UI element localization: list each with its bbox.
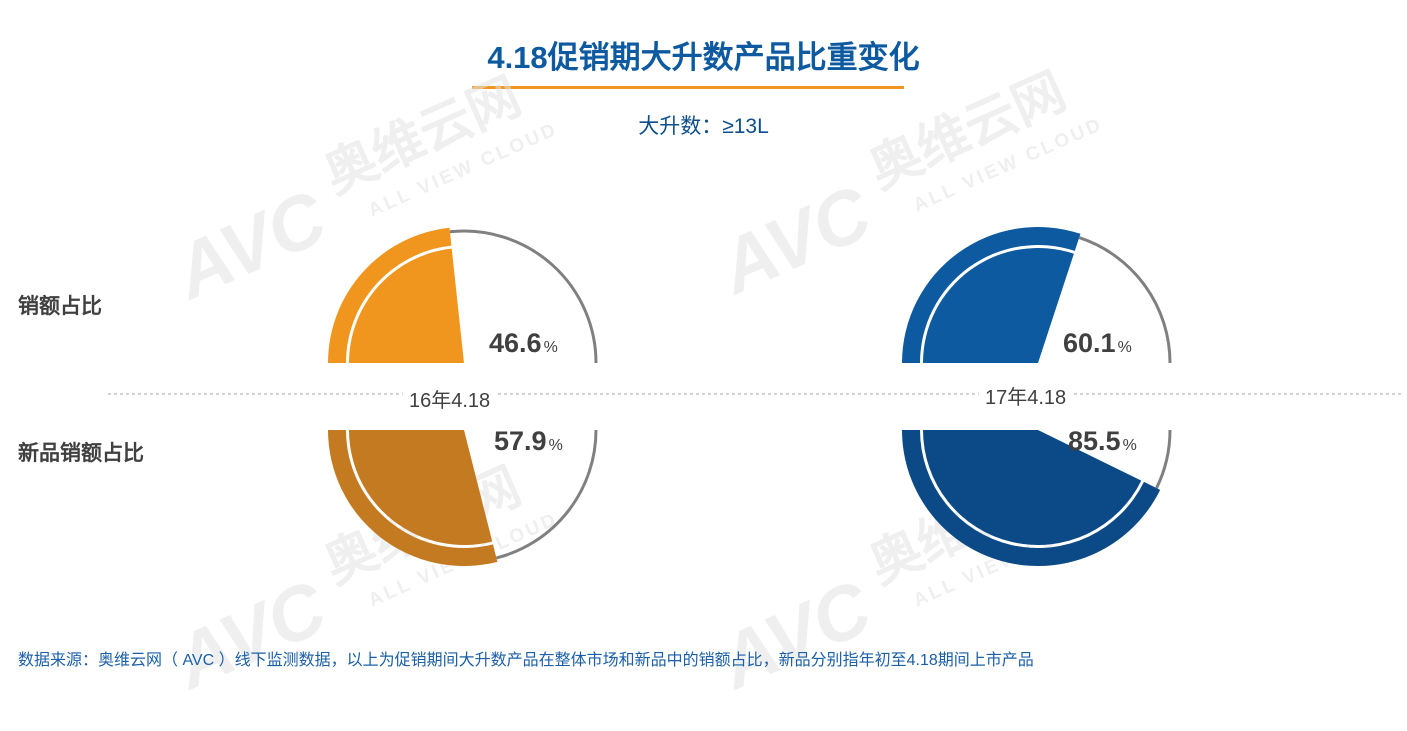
data-label-value: 46.6 xyxy=(489,328,542,358)
data-label-percent: % xyxy=(544,339,558,356)
watermark-brand: AVC xyxy=(161,174,340,316)
share-slice xyxy=(349,430,493,545)
share-outer-band xyxy=(902,430,1161,567)
row-label-new-product-share: 新品销额占比 xyxy=(18,442,144,465)
data-label: 85.5% xyxy=(1068,426,1137,456)
data-label-percent: % xyxy=(549,437,563,454)
pie-marks: 46.6 %57.9 %60.1 %85.5% xyxy=(328,227,1172,567)
year-label-2017: 17年4.18 xyxy=(979,381,1073,410)
share-slice xyxy=(349,248,464,363)
remainder-ring-arc xyxy=(1078,236,1172,364)
share-slice xyxy=(923,248,1074,363)
remainder-ring-arc xyxy=(449,229,598,364)
data-label-percent: % xyxy=(1123,437,1137,454)
data-label: 57.9% xyxy=(494,426,563,456)
row-label-sales-share: 销额占比 xyxy=(18,295,102,318)
watermark-brand: AVC xyxy=(706,169,885,311)
year-label-2016: 16年4.18 xyxy=(403,384,497,413)
title-underline xyxy=(472,86,904,89)
data-label: 46.6% xyxy=(489,328,558,358)
data-label: 60.1% xyxy=(1063,328,1132,358)
data-label-value: 85.5 xyxy=(1068,426,1121,456)
remainder-ring-arc xyxy=(1155,429,1172,489)
data-label-value: 57.9 xyxy=(494,426,547,456)
pie-2016: 46.6 %57.9% xyxy=(328,227,598,566)
watermark-brand: AVC xyxy=(706,564,885,706)
share-outer-band xyxy=(328,227,452,363)
share-outer-band xyxy=(328,430,498,566)
data-label-value: 60.1 xyxy=(1063,328,1116,358)
pie-2017: 60.1 %85.5% xyxy=(902,227,1172,567)
chart-title: 4.18促销期大升数产品比重变化 xyxy=(487,40,920,75)
source-note: 数据来源：奥维云网（ AVC ）线下监测数据，以上为促销期间大升数产品在整体市场… xyxy=(18,652,1034,669)
share-outer-band xyxy=(902,227,1081,363)
share-slice xyxy=(923,430,1142,545)
watermark-brand: AVC xyxy=(161,564,340,706)
chart-subtitle: 大升数：≥13L xyxy=(638,115,769,138)
remainder-ring-arc xyxy=(496,429,598,560)
data-label-percent: % xyxy=(1118,339,1132,356)
